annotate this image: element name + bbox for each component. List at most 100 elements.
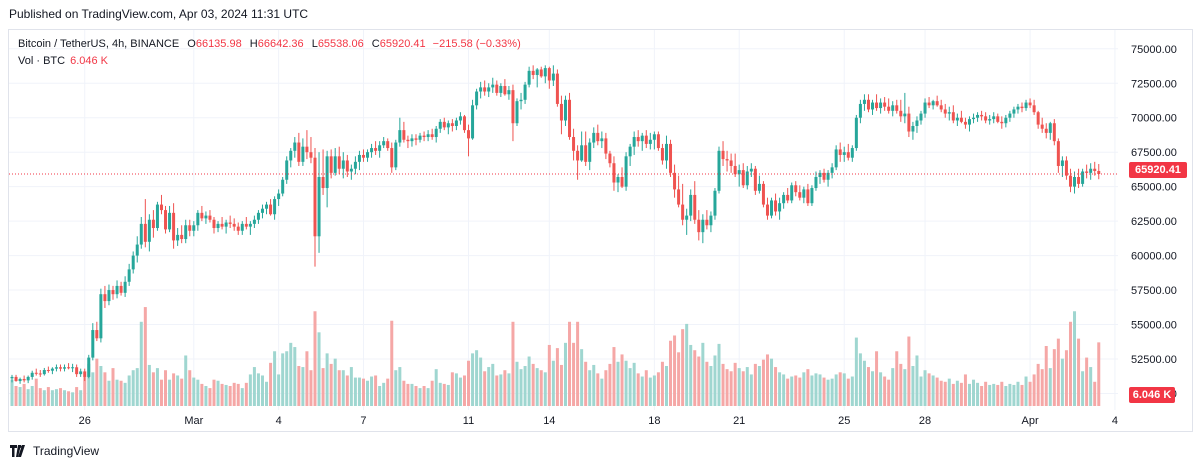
candle[interactable] [580, 131, 584, 162]
candle[interactable] [236, 222, 240, 235]
candle[interactable] [996, 113, 1000, 124]
candle[interactable] [192, 221, 196, 237]
candle[interactable] [963, 117, 967, 129]
candle[interactable] [1028, 98, 1032, 109]
candle[interactable] [317, 152, 321, 253]
candle[interactable] [903, 92, 907, 124]
candle[interactable] [709, 211, 713, 233]
candle[interactable] [341, 152, 345, 179]
candle[interactable] [398, 117, 402, 147]
candle[interactable] [967, 116, 971, 132]
candle[interactable] [337, 146, 341, 175]
candle[interactable] [164, 205, 168, 234]
candle[interactable] [127, 263, 131, 286]
candle[interactable] [10, 374, 14, 383]
candle[interactable] [495, 80, 499, 96]
candle[interactable] [782, 192, 786, 209]
candle[interactable] [1024, 99, 1028, 111]
candle[interactable] [38, 370, 42, 377]
candle[interactable] [786, 188, 790, 204]
candle[interactable] [30, 370, 34, 380]
candle[interactable] [42, 367, 46, 376]
candle[interactable] [1081, 168, 1085, 187]
candle[interactable] [467, 124, 471, 157]
candle[interactable] [1056, 138, 1060, 173]
candle[interactable] [705, 210, 709, 230]
candle[interactable] [976, 112, 980, 122]
candle[interactable] [879, 98, 883, 114]
candle[interactable] [943, 103, 947, 118]
candle[interactable] [479, 81, 483, 99]
candle[interactable] [1020, 102, 1024, 113]
candle[interactable] [386, 138, 390, 151]
candle[interactable] [159, 194, 163, 215]
candle[interactable] [382, 137, 386, 149]
candle[interactable] [131, 251, 135, 274]
candle[interactable] [244, 216, 248, 230]
candle[interactable] [604, 132, 608, 160]
candle[interactable] [155, 201, 159, 231]
chart-frame[interactable] [8, 29, 1193, 432]
candle[interactable] [54, 364, 58, 372]
candle[interactable] [972, 113, 976, 124]
candle[interactable] [58, 364, 62, 372]
candle[interactable] [778, 197, 782, 220]
candle[interactable] [285, 156, 289, 184]
candle[interactable] [1004, 114, 1008, 128]
candle[interactable] [644, 130, 648, 149]
candle[interactable] [673, 164, 677, 198]
candle[interactable] [370, 143, 374, 158]
candle[interactable] [248, 221, 252, 235]
candle[interactable] [551, 65, 555, 87]
candle[interactable] [345, 154, 349, 178]
candle[interactable] [770, 197, 774, 219]
candle[interactable] [1052, 119, 1056, 146]
candle[interactable] [256, 210, 260, 224]
candle[interactable] [648, 132, 652, 150]
candle[interactable] [1064, 156, 1068, 180]
candle[interactable] [151, 210, 155, 238]
candle[interactable] [790, 182, 794, 204]
candle[interactable] [232, 218, 236, 231]
candle[interactable] [539, 66, 543, 78]
candle[interactable] [923, 98, 927, 118]
candle[interactable] [1008, 110, 1012, 122]
candle[interactable] [491, 77, 495, 93]
candle[interactable] [446, 120, 450, 135]
candle[interactable] [422, 131, 426, 142]
candle[interactable] [430, 128, 434, 140]
candle[interactable] [1093, 161, 1097, 176]
candle[interactable] [438, 119, 442, 133]
candle[interactable] [660, 143, 664, 165]
candle[interactable] [394, 139, 398, 171]
candle[interactable] [1040, 117, 1044, 133]
candle[interactable] [907, 106, 911, 138]
candle[interactable] [608, 150, 612, 168]
candle[interactable] [289, 148, 293, 168]
candle[interactable] [757, 175, 761, 194]
candle[interactable] [374, 141, 378, 155]
candle[interactable] [71, 363, 75, 373]
candle[interactable] [535, 68, 539, 88]
candle[interactable] [895, 99, 899, 114]
candle[interactable] [737, 164, 741, 187]
candle[interactable] [378, 141, 382, 158]
candle[interactable] [745, 165, 749, 190]
candle[interactable] [854, 114, 858, 151]
candle[interactable] [83, 368, 87, 382]
candle[interactable] [911, 121, 915, 140]
candle[interactable] [297, 132, 301, 166]
candle[interactable] [616, 174, 620, 193]
candle[interactable] [410, 134, 414, 147]
candle[interactable] [402, 121, 406, 143]
candle[interactable] [947, 106, 951, 121]
candle[interactable] [107, 284, 111, 306]
candle[interactable] [50, 367, 54, 375]
candle[interactable] [798, 185, 802, 201]
candle[interactable] [555, 69, 559, 107]
candle[interactable] [426, 130, 430, 142]
candle[interactable] [353, 156, 357, 175]
candle[interactable] [1036, 110, 1040, 129]
candle[interactable] [123, 276, 127, 297]
candle[interactable] [620, 167, 624, 189]
